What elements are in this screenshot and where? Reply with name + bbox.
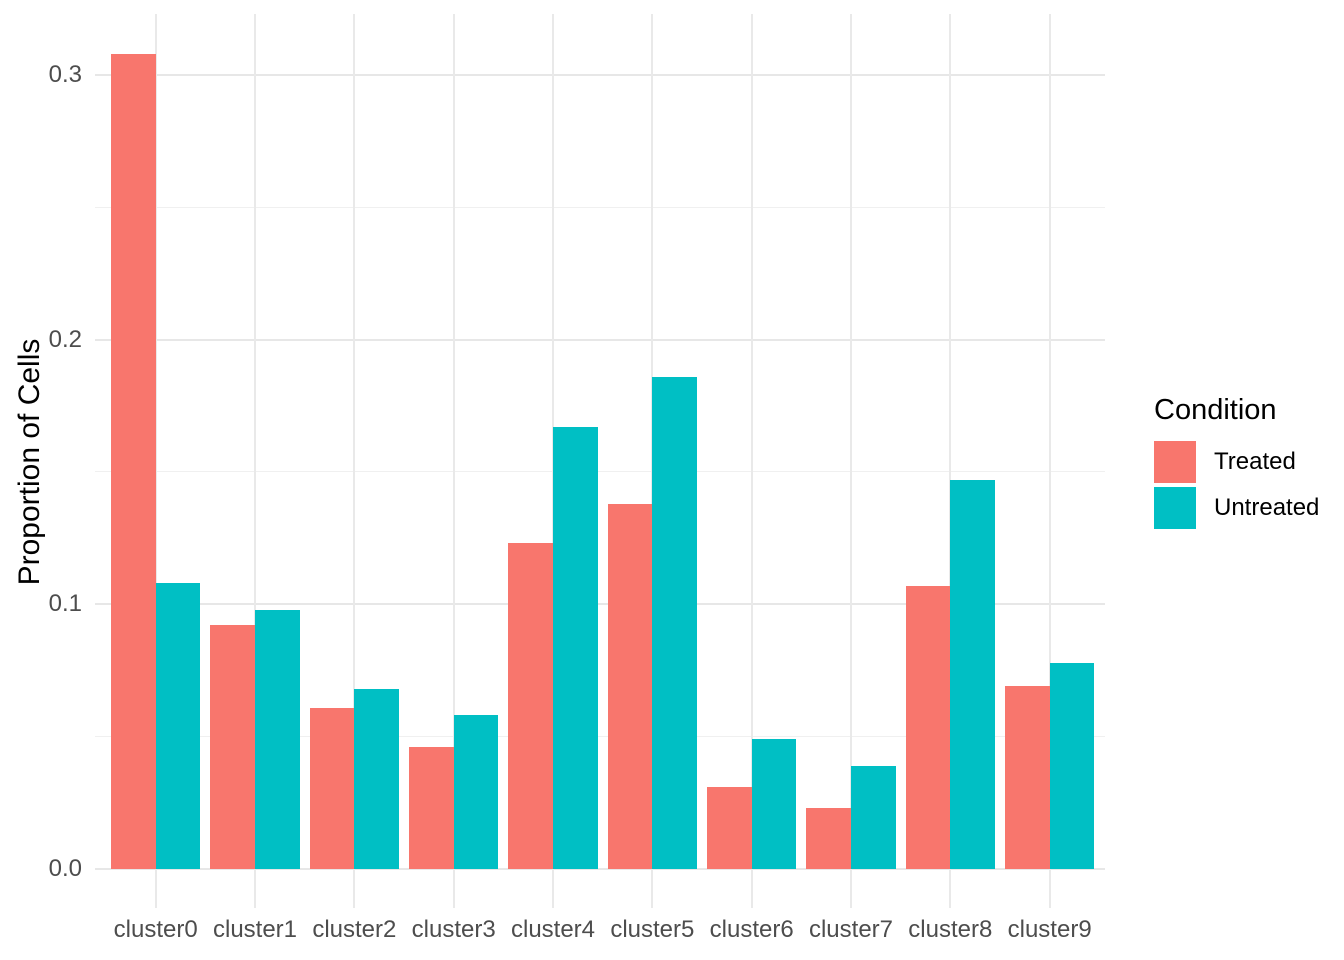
bar-untreated-cluster4 [553, 426, 598, 869]
y-tick-label: 0.0 [48, 855, 82, 882]
vertical-gridline [750, 14, 753, 908]
bar-untreated-cluster7 [851, 765, 896, 869]
legend-entry-untreated: Untreated [1154, 487, 1319, 529]
major-gridline [95, 603, 1105, 606]
vertical-gridline [850, 14, 852, 908]
bar-treated-cluster0 [111, 53, 156, 869]
x-tick-label: cluster2 [312, 916, 397, 943]
bar-treated-cluster8 [905, 585, 951, 869]
legend-entry-treated: Treated [1154, 441, 1319, 483]
bar-untreated-cluster3 [453, 715, 499, 869]
x-tick-label: cluster6 [709, 916, 794, 943]
x-tick-label: cluster7 [808, 916, 894, 943]
bar-untreated-cluster8 [950, 479, 996, 869]
bar-treated-cluster1 [210, 625, 256, 869]
bar-treated-cluster2 [309, 707, 355, 869]
bar-treated-cluster6 [706, 786, 752, 869]
bar-untreated-cluster0 [155, 583, 201, 869]
bar-untreated-cluster1 [255, 609, 300, 869]
legend-title: Condition [1154, 394, 1277, 426]
bar-untreated-cluster5 [652, 376, 698, 869]
x-tick-label: cluster1 [212, 916, 298, 943]
bar-treated-cluster7 [806, 808, 851, 869]
vertical-gridline [154, 14, 157, 908]
bar-treated-cluster3 [408, 747, 454, 869]
major-gridline [95, 868, 1105, 870]
minor-gridline [95, 206, 1105, 208]
x-tick-label: cluster3 [411, 916, 496, 943]
legend-label-untreated: Untreated [1214, 494, 1320, 521]
bar-treated-cluster4 [508, 543, 553, 869]
x-tick-label: cluster5 [610, 916, 695, 943]
bar-treated-cluster5 [607, 503, 653, 869]
x-tick-label: cluster4 [510, 916, 596, 943]
y-tick-label: 0.3 [48, 60, 82, 88]
vertical-gridline [353, 14, 356, 908]
x-tick-label: cluster0 [113, 916, 198, 943]
minor-gridline [95, 736, 1105, 738]
untreated-color-swatch [1154, 487, 1196, 529]
legend-label-treated: Treated [1214, 448, 1296, 475]
legend: Condition Treated Untreated [1154, 394, 1319, 533]
vertical-gridline [254, 14, 257, 908]
minor-gridline [95, 471, 1105, 473]
x-tick-label: cluster9 [1007, 916, 1092, 943]
bar-untreated-cluster2 [354, 689, 400, 869]
x-tick-label: cluster8 [908, 916, 993, 943]
y-axis-title: Proportion of Cells [13, 338, 46, 586]
major-gridline [95, 338, 1105, 341]
treated-color-swatch [1154, 441, 1196, 483]
y-tick-label: 0.1 [48, 590, 82, 618]
y-tick-label: 0.2 [48, 325, 82, 353]
bar-treated-cluster9 [1004, 686, 1050, 869]
bar-untreated-cluster9 [1049, 662, 1095, 869]
vertical-gridline [1048, 14, 1051, 908]
vertical-gridline [452, 14, 455, 908]
bar-untreated-cluster6 [751, 739, 797, 869]
major-gridline [95, 73, 1105, 76]
vertical-gridline [949, 14, 952, 908]
